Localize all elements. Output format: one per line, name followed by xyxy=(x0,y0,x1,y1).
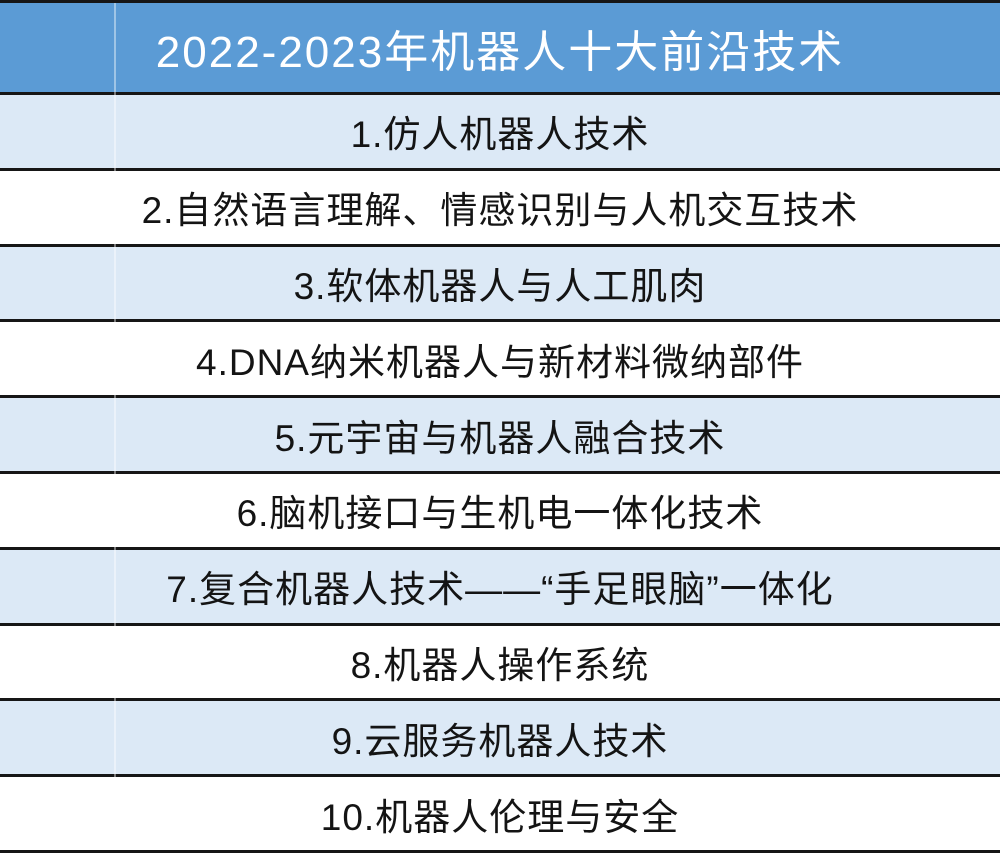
table-row-4: 4.DNA纳米机器人与新材料微纳部件 xyxy=(0,322,1000,399)
table-row-6: 6.脑机接口与生机电一体化技术 xyxy=(0,473,1000,550)
table-row-10: 10.机器人伦理与安全 xyxy=(0,777,1000,850)
table-row-3: 3.软体机器人与人工肌肉 xyxy=(0,246,1000,323)
table-row-1: 1.仿人机器人技术 xyxy=(0,95,1000,171)
table-row-2: 2.自然语言理解、情感识别与人机交互技术 xyxy=(0,170,1000,247)
table-row-8: 8.机器人操作系统 xyxy=(0,625,1000,702)
table-row-9: 9.云服务机器人技术 xyxy=(0,701,1000,778)
table-row-7: 7.复合机器人技术——“手足眼脑”一体化 xyxy=(0,549,1000,626)
table-title: 2022-2023年机器人十大前沿技术 xyxy=(0,3,1000,95)
table-row-5: 5.元宇宙与机器人融合技术 xyxy=(0,398,1000,474)
